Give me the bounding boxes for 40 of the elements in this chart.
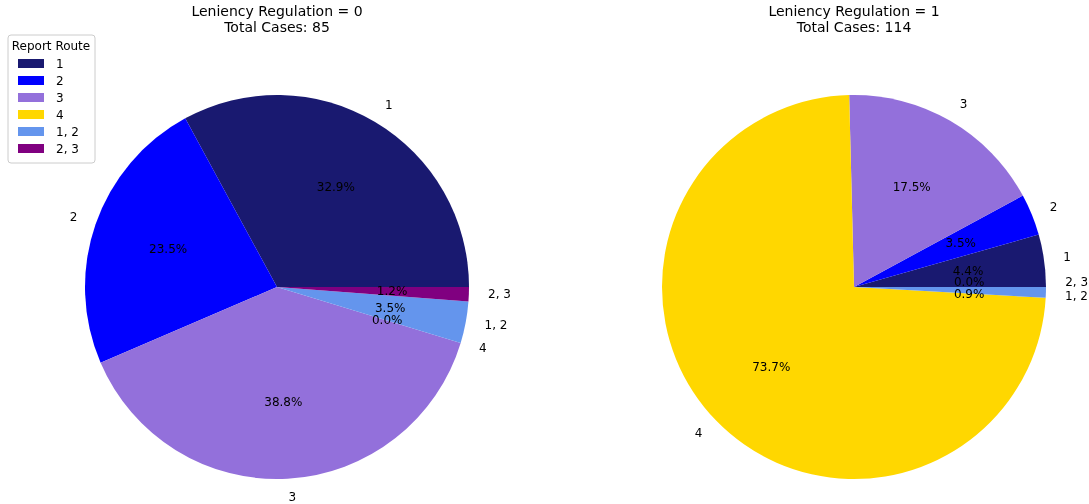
legend-title: Report Route (11, 39, 91, 53)
data-label: 32.9% (316, 180, 355, 195)
pie-slice (85, 118, 277, 363)
slice-label: 2 (1049, 199, 1058, 214)
data-label: 1.2% (376, 283, 408, 298)
data-label: 38.8% (264, 394, 303, 409)
data-label: 4.4% (952, 263, 984, 278)
pie-slice (277, 287, 469, 343)
legend-label: 3 (56, 90, 64, 105)
category-label: 2, 3 (1065, 275, 1089, 290)
legend-label: 1, 2 (56, 124, 79, 139)
data-label: 3.5% (945, 236, 976, 251)
legend-label: 4 (56, 107, 64, 122)
pie-slice (849, 95, 1023, 287)
pie-slice (185, 95, 469, 287)
text: 0.0% (953, 275, 985, 290)
slice-label: 3 (288, 490, 297, 504)
pie-slice (854, 195, 1039, 287)
category-label: 4 (479, 341, 487, 356)
pie-slice (662, 95, 1046, 479)
pie-slice (854, 234, 1046, 287)
slice-label: 1 (1063, 250, 1071, 265)
data-label: 3.5% (374, 300, 406, 315)
legend-label: 1 (56, 56, 64, 71)
slice-label: 2, 3 (488, 287, 511, 302)
slice-label: 1 (384, 97, 393, 112)
data-label: 17.5% (892, 179, 931, 194)
text: 0.0% (371, 313, 403, 328)
legend-label: 2, 3 (56, 141, 79, 156)
slice-label: 3 (959, 96, 968, 111)
chart-title: Leniency Regulation = 0 Total Cases: 85 (191, 3, 363, 35)
data-label: 73.7% (752, 359, 791, 374)
slice-label: 1, 2 (484, 318, 508, 333)
data-label: 23.5% (149, 241, 188, 256)
slice-label: 2 (69, 210, 78, 225)
pie-slice (100, 287, 461, 479)
slice-label: 1, 2 (1065, 289, 1089, 304)
legend-label: 2 (56, 73, 64, 88)
slice-label: 4 (694, 426, 703, 441)
chart-title: Leniency Regulation = 1 Total Cases: 114 (768, 3, 940, 35)
